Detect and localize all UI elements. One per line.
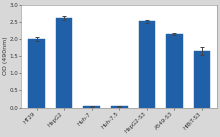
Bar <box>166 34 183 108</box>
Bar <box>111 106 128 108</box>
Bar <box>194 51 210 108</box>
Bar <box>28 39 45 108</box>
Bar <box>83 106 100 108</box>
Bar <box>56 18 72 108</box>
Y-axis label: OD (490nm): OD (490nm) <box>3 37 8 75</box>
Bar <box>139 21 155 108</box>
